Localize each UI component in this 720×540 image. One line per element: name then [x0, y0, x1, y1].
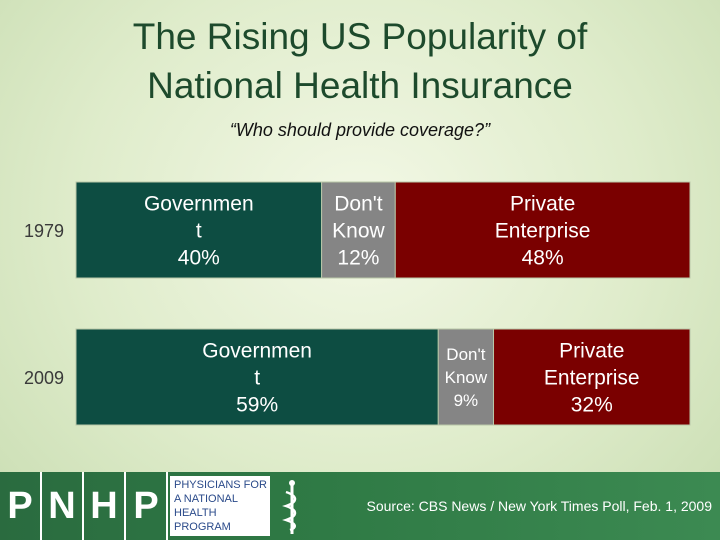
segment-label: t — [254, 366, 260, 389]
title-line-2: National Health Insurance — [147, 65, 573, 106]
bar-segment — [321, 181, 396, 279]
segment-label: Governmen — [202, 339, 312, 362]
stacked-bar-chart: 1979 Governmen t 40% Don't Know 12% Private Ente… — [24, 181, 691, 426]
logo-text-line: HEALTH — [174, 507, 217, 519]
pnhp-logo-text: PHYSICIANS FOR A NATIONAL HEALTH PROGRAM — [170, 476, 270, 536]
logo-letter: H — [84, 472, 126, 540]
page-title: The Rising US Popularity of National Hea… — [0, 12, 720, 110]
logo-text-line: PHYSICIANS FOR — [174, 479, 267, 491]
segment-label: Know — [445, 368, 488, 387]
segment-label: Private — [559, 339, 624, 362]
logo-letter: P — [0, 472, 42, 540]
category-label: 1979 — [24, 221, 64, 241]
logo-text-line: A NATIONAL — [174, 493, 238, 505]
data-label: 59% — [236, 393, 278, 416]
segment-label: Know — [332, 219, 385, 242]
bar-segment — [394, 181, 691, 279]
segment-label: Enterprise — [495, 219, 591, 242]
segment-label: Don't — [334, 192, 383, 215]
source-citation: Source: CBS News / New York Times Poll, … — [366, 498, 713, 514]
data-label: 40% — [178, 246, 220, 269]
segment-label: t — [196, 219, 202, 242]
category-label: 2009 — [24, 368, 64, 388]
bar-segment — [75, 328, 439, 426]
chart-subtitle: “Who should provide coverage?” — [229, 120, 491, 140]
data-label: 48% — [522, 246, 564, 269]
data-label: 9% — [454, 391, 479, 410]
pnhp-logo: P N H P — [0, 472, 168, 540]
segment-label: Enterprise — [544, 366, 640, 389]
segment-label: Governmen — [144, 192, 254, 215]
footer: P N H P PHYSICIANS FOR A NATIONAL HEALTH… — [0, 472, 720, 540]
logo-text-line: PROGRAM — [174, 521, 231, 533]
caduceus-icon — [282, 480, 297, 534]
segment-label: Private — [510, 192, 575, 215]
bar-segment — [493, 328, 691, 426]
logo-letter: P — [126, 472, 168, 540]
segment-label: Don't — [446, 345, 485, 364]
data-label: 32% — [571, 393, 613, 416]
data-label: 12% — [337, 246, 379, 269]
logo-letter: N — [42, 472, 84, 540]
bar-segment — [437, 328, 495, 426]
title-line-1: The Rising US Popularity of — [132, 16, 588, 57]
